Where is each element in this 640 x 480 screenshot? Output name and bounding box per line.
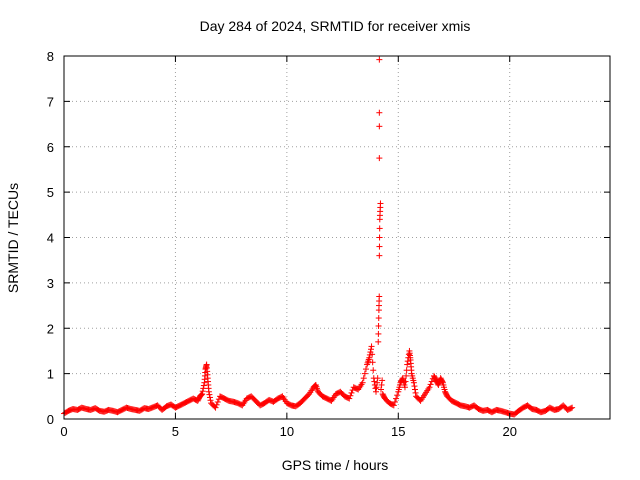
x-tick-label: 15 (391, 424, 405, 439)
data-point (405, 351, 412, 358)
x-tick-label: 5 (172, 424, 179, 439)
data-point (375, 330, 382, 337)
data-point (359, 379, 366, 386)
data-point (394, 392, 401, 399)
data-point (198, 391, 205, 398)
data-point (374, 375, 381, 382)
data-point (368, 343, 375, 350)
data-point (199, 388, 206, 395)
data-point (361, 370, 368, 377)
data-point (376, 155, 383, 162)
data-point (373, 388, 379, 395)
data-point (206, 391, 213, 398)
data-point (569, 404, 576, 411)
y-tick-label: 4 (47, 231, 54, 246)
data-point (402, 378, 409, 385)
data-point (371, 378, 378, 385)
data-point (376, 252, 383, 259)
data-point (369, 359, 376, 366)
data-point (391, 398, 398, 405)
data-point (378, 381, 385, 388)
data-point (347, 392, 354, 399)
data-point (200, 382, 207, 389)
y-tick-label: 3 (47, 276, 54, 291)
data-point (410, 379, 417, 386)
data-point (346, 395, 353, 402)
data-point (198, 392, 205, 399)
data-point (376, 123, 383, 130)
x-tick-label: 10 (280, 424, 294, 439)
data-point (376, 234, 383, 241)
data-point (427, 381, 434, 388)
y-tick-label: 1 (47, 367, 54, 382)
y-tick-label: 8 (47, 49, 54, 64)
data-point (362, 366, 369, 373)
data-point (348, 389, 355, 396)
data-point (370, 367, 377, 374)
data-point (426, 384, 433, 391)
data-point (376, 56, 383, 63)
data-point (375, 322, 382, 329)
data-point (360, 375, 367, 382)
data-point (379, 377, 386, 384)
data-point (213, 401, 220, 408)
data-point (399, 376, 406, 383)
y-tick-label: 7 (47, 94, 54, 109)
x-tick-label: 20 (502, 424, 516, 439)
data-point (376, 109, 383, 116)
data-point (212, 404, 219, 411)
data-point (206, 394, 213, 401)
y-tick-label: 5 (47, 185, 54, 200)
data-point (403, 372, 410, 379)
data-point (375, 338, 382, 345)
data-point (404, 358, 411, 365)
data-point (412, 386, 418, 393)
data-point (411, 383, 418, 390)
data-point (376, 293, 383, 300)
y-tick-label: 6 (47, 140, 54, 155)
data-point (205, 388, 212, 395)
data-point (369, 351, 376, 358)
data-point (199, 391, 206, 398)
y-tick-label: 2 (47, 321, 54, 336)
axis-ticks: 0 5 10 15 20 0 1 2 3 4 5 6 7 8 (47, 49, 610, 439)
data-point (373, 384, 380, 391)
data-point (367, 346, 374, 353)
y-tick-label: 0 (47, 412, 54, 427)
data-point (376, 243, 383, 250)
data-point (374, 379, 381, 386)
data-point (377, 200, 384, 207)
grid-lines (64, 56, 610, 419)
data-point (207, 397, 214, 404)
x-tick-label: 0 (60, 424, 67, 439)
data-point (214, 398, 221, 405)
data-point (404, 361, 411, 368)
x-axis-label: GPS time / hours (282, 457, 389, 473)
data-point (428, 378, 435, 385)
data-points (61, 56, 576, 418)
data-point (393, 395, 400, 402)
data-point (378, 386, 385, 393)
data-point (401, 384, 408, 391)
data-point (375, 315, 382, 322)
y-axis-label: SRMTID / TECUs (5, 183, 21, 293)
chart-title: Day 284 of 2024, SRMTID for receiver xmi… (200, 18, 471, 34)
data-point (439, 378, 446, 385)
data-point (412, 389, 419, 396)
data-point (376, 225, 383, 232)
data-point (390, 402, 397, 409)
data-point (372, 385, 379, 392)
data-point (568, 405, 574, 412)
data-point (200, 385, 207, 392)
data-point (366, 354, 373, 361)
